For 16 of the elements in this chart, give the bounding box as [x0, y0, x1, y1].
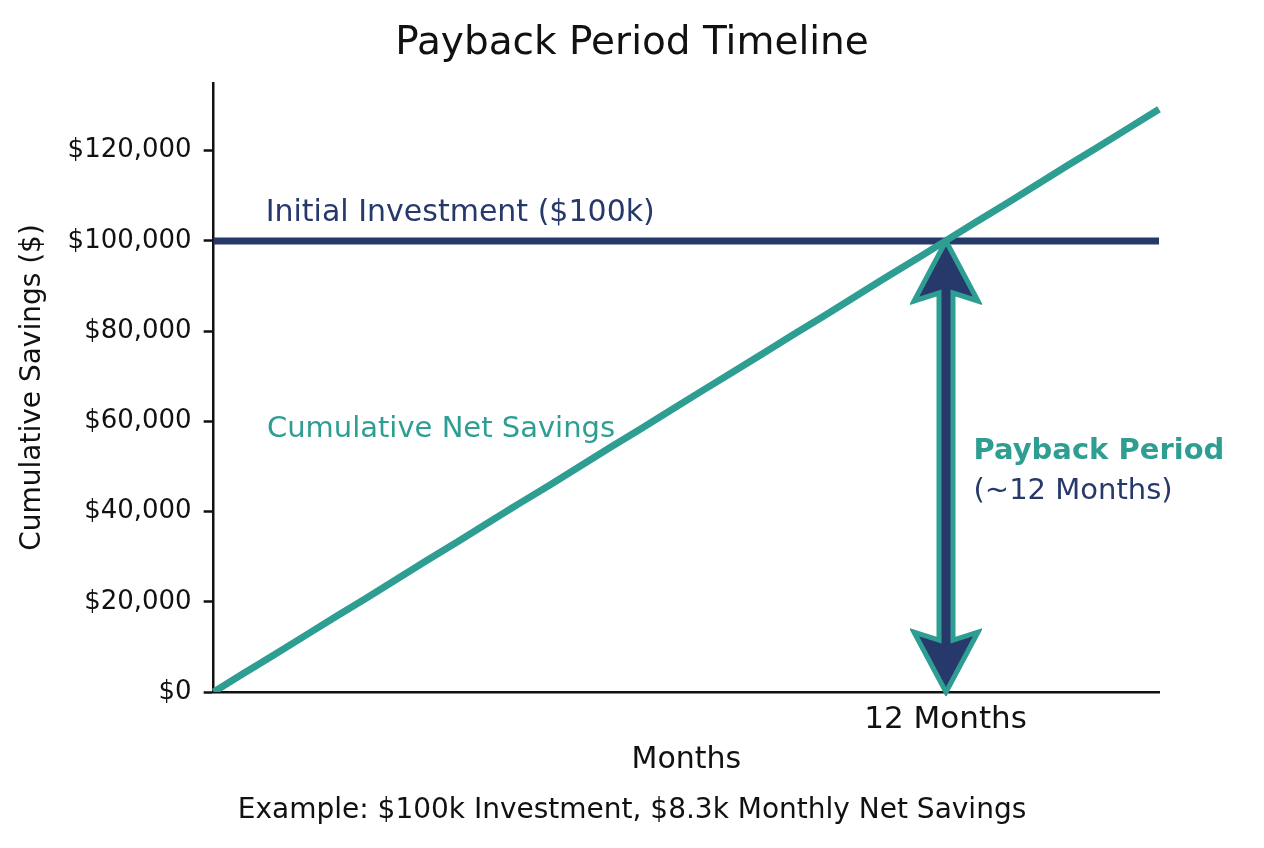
y-tick-label: $80,000 — [84, 313, 192, 344]
y-tick-label: $100,000 — [67, 223, 192, 254]
y-tick-label: $60,000 — [84, 404, 192, 435]
x-tick-label: 12 Months — [864, 698, 1027, 735]
x-axis-title: Months — [631, 740, 742, 776]
y-tick-label: $40,000 — [84, 494, 192, 525]
y-tick-label: $0 — [158, 674, 192, 705]
ref-line-label: Initial Investment ($100k) — [265, 192, 655, 228]
annotation: Payback Period — [973, 431, 1225, 466]
text: Example: $100k Investment, $8.3k Monthly Net Savings — [237, 792, 1027, 826]
series-label: Cumulative Net Savings — [266, 410, 616, 445]
chart-title: Payback Period Timeline — [395, 18, 869, 64]
y-axis-title: Cumulative Savings ($) — [14, 224, 48, 551]
annotation: (~12 Months) — [973, 471, 1173, 506]
y-tick-label: $20,000 — [84, 584, 192, 615]
y-tick-label: $120,000 — [67, 133, 192, 164]
